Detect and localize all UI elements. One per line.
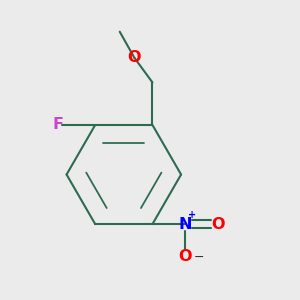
- Text: O: O: [211, 217, 225, 232]
- Text: N: N: [178, 217, 192, 232]
- Text: O: O: [128, 50, 141, 65]
- Text: O: O: [178, 249, 192, 264]
- Text: −: −: [193, 251, 204, 264]
- Text: F: F: [53, 118, 64, 133]
- Text: +: +: [188, 210, 196, 220]
